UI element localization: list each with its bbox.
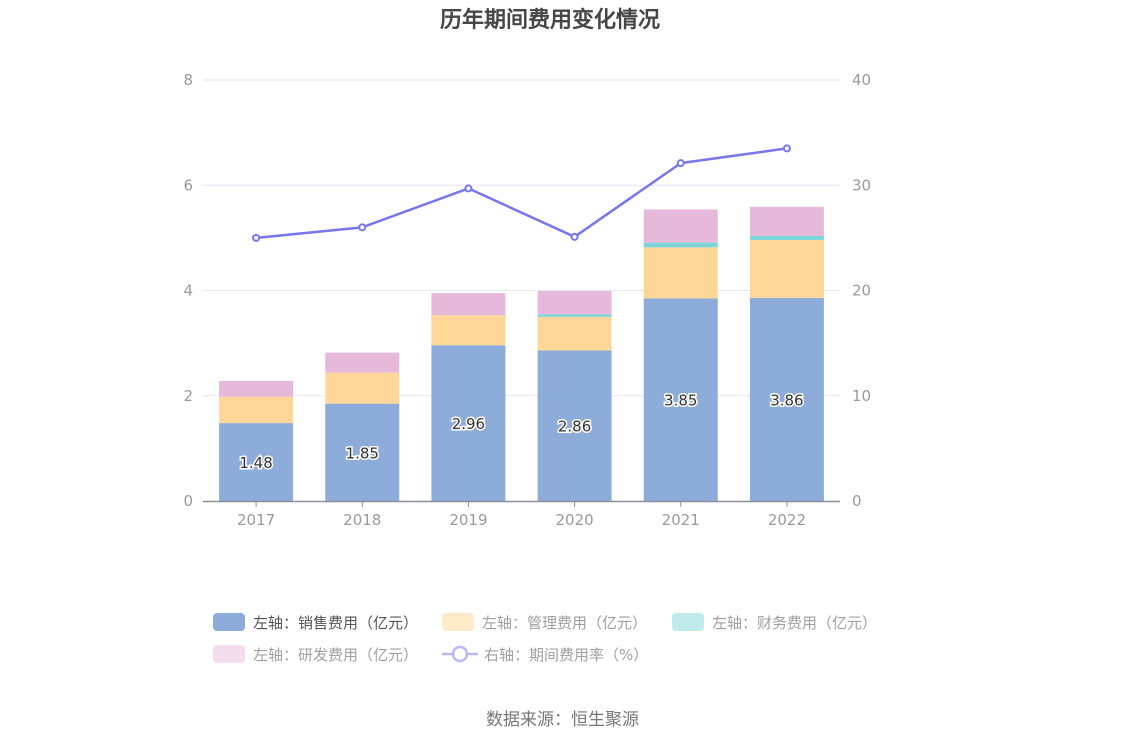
legend-label: 左轴：研发费用（亿元） <box>253 645 419 664</box>
legend-swatch-icon <box>213 645 245 663</box>
left-axis-tick-label: 0 <box>183 492 193 510</box>
expense-rate-point[interactable] <box>782 144 791 153</box>
legend-swatch-icon <box>442 613 474 631</box>
bar-segment-rnd[interactable] <box>219 381 294 397</box>
bar-segment-sales[interactable] <box>325 403 400 501</box>
legend-label: 右轴：期间费用率（%） <box>484 645 649 664</box>
bar-value-label: 3.85 <box>664 392 697 410</box>
left-axis-tick-label: 2 <box>183 387 193 405</box>
bar-segment-admin[interactable] <box>431 315 506 346</box>
bar-segment-admin[interactable] <box>643 247 718 299</box>
expense-rate-point[interactable] <box>358 223 367 232</box>
right-axis-tick-label: 0 <box>852 492 862 510</box>
bar-segment-rnd[interactable] <box>643 209 718 243</box>
left-axis-tick-label: 4 <box>183 282 193 300</box>
bar-value-label: 2.96 <box>452 415 485 433</box>
right-axis-tick-label: 20 <box>852 282 871 300</box>
bar-segment-admin[interactable] <box>219 396 294 424</box>
legend-line-marker-icon <box>442 645 478 663</box>
legend-swatch-icon <box>213 613 245 631</box>
bar-segment-sales[interactable] <box>219 423 294 501</box>
x-axis-tick-label: 2018 <box>343 511 381 529</box>
x-axis-tick-label: 2022 <box>768 511 806 529</box>
bar-segment-finance[interactable] <box>537 314 612 317</box>
bar-segment-admin[interactable] <box>749 239 824 298</box>
legend-item-finance[interactable]: 左轴：财务费用（亿元） <box>672 611 877 633</box>
data-source-note: 数据来源：恒生聚源 <box>486 710 639 730</box>
expense-rate-point[interactable] <box>676 159 685 168</box>
right-axis-tick-label: 10 <box>852 387 871 405</box>
left-axis-tick-label: 6 <box>183 176 193 194</box>
bar-value-label: 3.86 <box>770 391 803 409</box>
legend-label: 左轴：管理费用（亿元） <box>482 613 648 632</box>
legend-swatch-icon <box>672 613 704 631</box>
legend-item-sales[interactable]: 左轴：销售费用（亿元） <box>213 611 418 633</box>
bar-segment-rnd[interactable] <box>537 291 612 315</box>
expense-rate-line <box>255 147 788 240</box>
bar-segment-finance[interactable] <box>749 235 824 240</box>
left-axis-tick-label: 8 <box>183 71 193 89</box>
bar-segment-sales[interactable] <box>537 350 612 501</box>
bar-segment-sales[interactable] <box>643 298 718 501</box>
bar-segment-rnd[interactable] <box>325 352 400 373</box>
legend-item-expense-rate[interactable]: 右轴：期间费用率（%） <box>442 643 648 665</box>
chart-title: 历年期间费用变化情况 <box>439 8 660 33</box>
expense-rate-point[interactable] <box>252 233 261 242</box>
bar-segment-rnd[interactable] <box>749 206 824 236</box>
legend-item-admin[interactable]: 左轴：管理费用（亿元） <box>442 611 647 633</box>
x-axis-tick-label: 2021 <box>662 511 700 529</box>
bar-segment-finance[interactable] <box>643 242 718 248</box>
bar-segment-sales[interactable] <box>431 345 506 501</box>
legend-label: 左轴：财务费用（亿元） <box>712 613 878 632</box>
legend-item-rnd[interactable]: 左轴：研发费用（亿元） <box>213 643 418 665</box>
bar-segment-sales[interactable] <box>749 297 824 501</box>
bar-segment-admin[interactable] <box>325 372 400 404</box>
expense-rate-point[interactable] <box>464 184 473 193</box>
x-axis-tick-label: 2019 <box>449 511 487 529</box>
x-axis-tick-label: 2020 <box>555 511 593 529</box>
bar-segment-rnd[interactable] <box>431 293 506 316</box>
right-axis-tick-label: 40 <box>852 71 871 89</box>
right-axis-tick-label: 30 <box>852 176 871 194</box>
x-axis-tick-label: 2017 <box>237 511 275 529</box>
bar-value-label: 1.48 <box>239 454 272 472</box>
bar-segment-admin[interactable] <box>537 316 612 351</box>
bar-value-label: 2.86 <box>558 418 591 436</box>
legend-label: 左轴：销售费用（亿元） <box>253 613 419 632</box>
bar-value-label: 1.85 <box>346 444 379 462</box>
expense-rate-point[interactable] <box>570 232 579 241</box>
